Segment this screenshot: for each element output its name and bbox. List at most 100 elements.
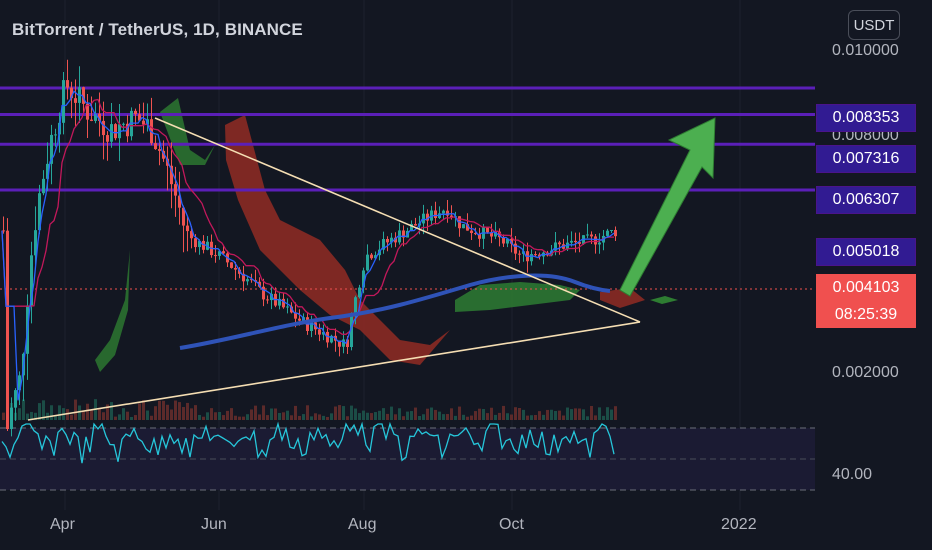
candle-body xyxy=(450,215,453,217)
volume-bar xyxy=(378,410,381,420)
volume-bar xyxy=(118,414,121,420)
cloud-bull-early xyxy=(95,250,130,372)
volume-bar xyxy=(558,410,561,420)
candle-body xyxy=(506,238,509,244)
candle-body xyxy=(266,299,269,301)
volume-bar xyxy=(38,403,41,420)
candle-body xyxy=(186,225,189,232)
volume-bar xyxy=(18,408,21,420)
volume-bar xyxy=(182,407,185,420)
candle-body xyxy=(158,149,161,151)
volume-bar xyxy=(458,406,461,420)
candle-body xyxy=(114,124,117,139)
volume-bar xyxy=(206,412,209,420)
candle-body xyxy=(338,340,341,347)
volume-bar xyxy=(30,411,33,420)
volume-bar xyxy=(186,402,189,420)
level-label-1: 0.008353 xyxy=(816,104,916,132)
volume-bar xyxy=(230,408,233,420)
volume-bar xyxy=(418,415,421,420)
volume-bar xyxy=(342,406,345,420)
volume-bar xyxy=(82,410,85,420)
candle-body xyxy=(42,178,45,194)
volume-bar xyxy=(598,407,601,420)
candle-body xyxy=(510,238,513,244)
volume-bar xyxy=(242,416,245,420)
candle-body xyxy=(170,165,173,185)
candle-body xyxy=(462,224,465,229)
time-tick-2022: 2022 xyxy=(721,516,757,533)
volume-bar xyxy=(310,416,313,420)
volume-bar xyxy=(322,415,325,420)
candle-body xyxy=(466,224,469,231)
volume-bar xyxy=(202,416,205,420)
volume-bar xyxy=(138,403,141,420)
candle-body xyxy=(310,322,313,332)
volume-bar xyxy=(278,412,281,420)
volume-bar xyxy=(254,405,257,420)
candle-body xyxy=(218,251,221,256)
volume-bar xyxy=(154,406,157,420)
candle-body xyxy=(10,407,13,429)
candle-body xyxy=(394,237,397,243)
rsi-line xyxy=(1,421,615,464)
volume-bar xyxy=(294,405,297,420)
candle-body xyxy=(214,255,217,257)
candle-body xyxy=(558,242,561,245)
volume-bar xyxy=(190,408,193,420)
volume-bar xyxy=(506,413,509,420)
volume-bar xyxy=(262,405,265,420)
candle-body xyxy=(586,234,589,236)
volume-bar xyxy=(334,406,337,420)
volume-bar xyxy=(354,408,357,420)
candle-body xyxy=(18,375,21,391)
volume-bar xyxy=(470,415,473,420)
candle-body xyxy=(102,120,105,136)
volume-bar xyxy=(530,415,533,420)
candle-body xyxy=(422,213,425,224)
candle-body xyxy=(606,230,609,236)
volume-bar xyxy=(290,415,293,420)
candle-body xyxy=(530,254,533,262)
volume-bar xyxy=(454,415,457,420)
volume-bar xyxy=(86,403,89,420)
volume-bar xyxy=(462,414,465,420)
volume-bar xyxy=(170,409,173,420)
volume-bar xyxy=(258,414,261,420)
candle-body xyxy=(94,113,97,121)
volume-bar xyxy=(26,413,29,420)
volume-bar xyxy=(562,415,565,420)
volume-bar xyxy=(274,408,277,420)
candle-body xyxy=(594,236,597,245)
candle-body xyxy=(178,195,181,208)
volume-bar xyxy=(178,402,181,420)
candle-body xyxy=(366,254,369,271)
candle-body xyxy=(498,231,501,238)
volume-bar xyxy=(362,410,365,420)
volume-bar xyxy=(54,415,57,420)
volume-bar xyxy=(390,406,393,420)
volume-bar xyxy=(402,416,405,420)
volume-bar xyxy=(58,405,61,420)
volume-bar xyxy=(374,412,377,420)
candle-body xyxy=(142,120,145,125)
candle-body xyxy=(578,242,581,244)
volume-bar xyxy=(34,412,37,420)
time-tick-aug: Aug xyxy=(348,516,377,533)
volume-bar xyxy=(174,400,177,420)
volume-bar xyxy=(130,416,133,420)
currency-selector[interactable]: USDT xyxy=(848,10,900,40)
volume-bar xyxy=(518,407,521,420)
volume-bar xyxy=(150,415,153,420)
candle-body xyxy=(362,270,365,288)
candle-body xyxy=(290,306,293,313)
candle-body xyxy=(350,316,353,348)
candle-body xyxy=(550,250,553,256)
volume-bar xyxy=(314,413,317,420)
baseline-line xyxy=(1,98,614,335)
candle-body xyxy=(30,255,33,306)
volume-bar xyxy=(438,411,441,420)
candle-body xyxy=(486,227,489,233)
volume-bar xyxy=(298,415,301,420)
